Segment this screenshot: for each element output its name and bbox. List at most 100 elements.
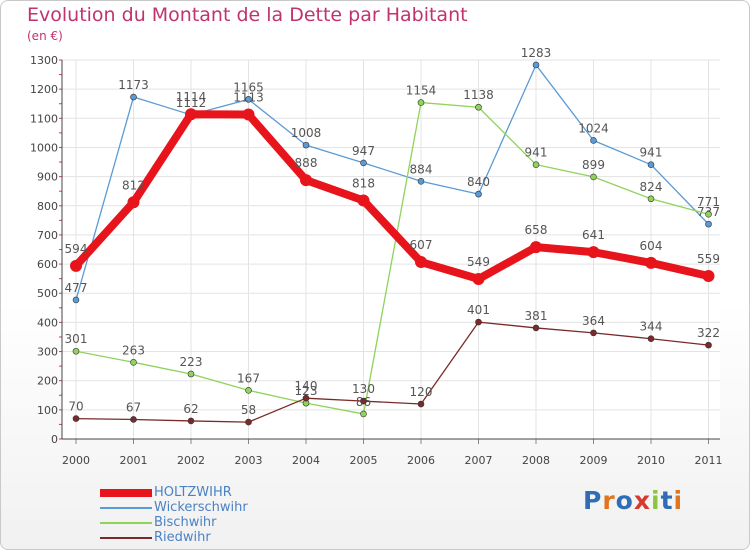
data-point-wickerschwihr <box>705 220 712 228</box>
data-point-riedwihr <box>302 394 310 402</box>
data-label-riedwihr: 140 <box>295 379 318 393</box>
data-label-bischwihr: 263 <box>122 343 145 357</box>
data-label-riedwihr: 120 <box>410 385 433 399</box>
data-point-riedwihr <box>245 418 252 426</box>
data-point-holtzwihr <box>127 196 140 209</box>
data-label-bischwihr: 824 <box>640 180 663 194</box>
data-label-wickerschwihr: 1283 <box>521 46 552 60</box>
logo-letter: P <box>583 486 603 515</box>
x-tick-label: 2000 <box>62 454 90 467</box>
data-point-holtzwihr <box>472 272 485 285</box>
data-label-bischwihr: 771 <box>697 195 720 209</box>
x-tick-label: 2008 <box>522 454 550 467</box>
data-label-riedwihr: 401 <box>467 303 490 317</box>
data-point-riedwihr <box>475 318 482 326</box>
data-point-wickerschwihr <box>302 141 310 149</box>
logo-letter: i <box>673 486 684 515</box>
logo-letter: i <box>651 486 661 515</box>
data-label-wickerschwihr: 1165 <box>233 80 264 94</box>
data-label-holtzwihr: 658 <box>525 223 548 237</box>
data-label-wickerschwihr: 1112 <box>176 96 207 110</box>
x-tick-label: 2005 <box>350 454 378 467</box>
logo-letter: o <box>615 486 634 515</box>
data-label-holtzwihr: 607 <box>410 238 433 252</box>
logo-letter: r <box>602 486 616 515</box>
y-tick-label: 800 <box>37 200 58 213</box>
legend-label: HOLTZWIHR <box>154 485 232 500</box>
y-tick-label: 200 <box>37 375 58 388</box>
data-point-wickerschwihr <box>245 96 252 103</box>
data-label-riedwihr: 70 <box>68 400 83 414</box>
data-point-holtzwihr <box>587 246 600 259</box>
series-line-bischwihr <box>75 101 710 415</box>
data-label-bischwihr: 899 <box>582 158 605 172</box>
data-label-holtzwihr: 549 <box>467 255 490 269</box>
data-point-holtzwihr <box>357 194 370 207</box>
data-point-riedwihr <box>532 324 540 332</box>
y-tick-label: 600 <box>37 258 58 271</box>
x-tick-label: 2006 <box>407 454 435 467</box>
data-label-riedwihr: 67 <box>126 400 141 414</box>
chart-title: Evolution du Montant de la Dette par Hab… <box>27 4 468 26</box>
data-point-bischwihr <box>360 410 367 418</box>
data-label-holtzwihr: 594 <box>65 242 88 256</box>
data-label-holtzwihr: 812 <box>122 178 145 192</box>
y-tick-label: 300 <box>37 346 58 359</box>
data-label-bischwihr: 1138 <box>463 88 494 102</box>
data-label-bischwihr: 123 <box>295 384 318 398</box>
data-label-wickerschwihr: 1008 <box>291 126 322 140</box>
data-point-riedwihr <box>187 417 195 425</box>
data-point-holtzwihr <box>415 256 427 269</box>
data-label-holtzwihr: 559 <box>697 252 720 266</box>
y-tick-label: 1100 <box>30 112 58 125</box>
data-point-riedwihr <box>130 416 137 423</box>
data-point-holtzwihr <box>70 259 82 272</box>
y-tick-label: 0 <box>51 433 58 446</box>
data-label-riedwihr: 62 <box>183 402 198 416</box>
y-tick-label: 900 <box>37 171 58 184</box>
y-tick-label: 1000 <box>30 141 58 154</box>
data-point-holtzwihr <box>530 241 542 254</box>
data-point-holtzwihr <box>702 270 715 283</box>
y-tick-label: 1200 <box>30 83 58 96</box>
data-point-bischwihr <box>130 359 137 366</box>
y-tick-label: 400 <box>37 316 58 329</box>
data-label-bischwihr: 1154 <box>406 84 437 98</box>
data-point-riedwihr <box>705 341 712 349</box>
legend-swatch <box>100 522 152 524</box>
data-point-riedwihr <box>360 397 367 405</box>
data-label-riedwihr: 322 <box>697 326 720 340</box>
data-point-riedwihr <box>417 400 425 408</box>
data-point-holtzwihr <box>300 174 312 187</box>
data-label-bischwihr: 941 <box>525 146 548 160</box>
data-point-wickerschwihr <box>360 159 367 167</box>
series-line-riedwihr <box>75 321 710 423</box>
y-tick-label: 1300 <box>30 54 58 67</box>
x-tick-label: 2004 <box>292 454 320 467</box>
x-tick-label: 2003 <box>235 454 263 467</box>
data-label-riedwihr: 58 <box>241 403 256 417</box>
data-point-bischwihr <box>417 99 425 106</box>
legend-swatch <box>100 537 152 539</box>
data-label-riedwihr: 381 <box>525 309 548 323</box>
data-point-bischwihr <box>187 370 195 378</box>
data-point-wickerschwihr <box>532 61 540 69</box>
data-label-wickerschwihr: 1173 <box>118 78 149 92</box>
data-label-wickerschwihr: 840 <box>467 175 490 189</box>
x-tick-label: 2002 <box>177 454 205 467</box>
data-label-bischwihr: 301 <box>65 332 88 346</box>
x-tick-label: 2001 <box>120 454 148 467</box>
data-label-holtzwihr: 604 <box>640 239 663 253</box>
y-tick-label: 500 <box>37 287 58 300</box>
data-label-riedwihr: 364 <box>582 314 605 328</box>
data-label-holtzwihr: 1114 <box>176 90 207 104</box>
data-label-bischwihr: 223 <box>180 355 203 369</box>
data-label-bischwihr: 167 <box>237 371 260 385</box>
data-label-wickerschwihr: 1024 <box>578 121 609 135</box>
data-point-wickerschwihr <box>72 296 80 304</box>
legend-swatch <box>100 489 152 497</box>
plot-area <box>62 60 720 439</box>
data-point-bischwihr <box>532 161 540 168</box>
data-label-holtzwihr: 888 <box>295 156 318 170</box>
